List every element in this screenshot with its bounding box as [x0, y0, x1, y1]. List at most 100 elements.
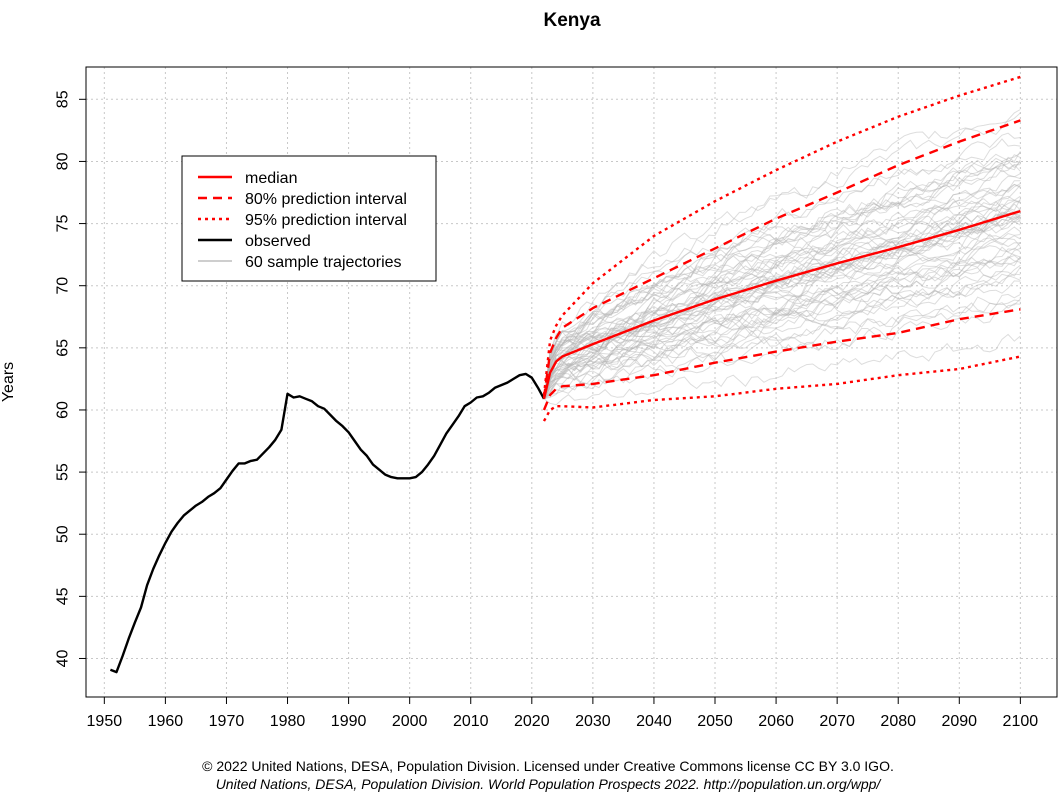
- x-tick-label: 2070: [819, 713, 855, 730]
- x-tick-label: 1960: [148, 713, 184, 730]
- x-tick-label: 1970: [209, 713, 245, 730]
- sample-trajectory: [543, 280, 1021, 400]
- legend-label: 80% prediction interval: [245, 191, 407, 208]
- y-tick-label: 60: [55, 401, 72, 419]
- sample-trajectory: [543, 200, 1021, 399]
- sample-trajectory: [543, 254, 1021, 399]
- series-95-prediction-interval-upper: [542, 75, 1021, 396]
- plot-frame: [85, 66, 1058, 698]
- x-tick-label: 2010: [453, 713, 489, 730]
- x-tick-label: 2030: [575, 713, 611, 730]
- credit-line-2: United Nations, DESA, Population Divisio…: [215, 776, 881, 792]
- x-tick-label: 2020: [514, 713, 550, 730]
- sample-trajectory: [543, 208, 1021, 399]
- sample-trajectory: [543, 237, 1021, 399]
- sample-trajectory: [543, 216, 1021, 399]
- series-95-prediction-interval-lower: [542, 355, 1021, 422]
- sample-trajectory: [543, 153, 1021, 399]
- sample-trajectory: [543, 112, 1021, 399]
- y-axis: 40 45 50 55 60 65 70 75 80 85: [55, 90, 86, 667]
- x-axis: 1950 1960 1970 1980 1990 2000 2010 2020 2030 2040…: [87, 697, 1039, 730]
- sample-trajectory: [543, 214, 1021, 399]
- sample-trajectory: [543, 183, 1021, 399]
- sample-trajectory: [543, 246, 1021, 399]
- x-tick-label: 2100: [1003, 713, 1039, 730]
- sample-trajectory: [543, 257, 1021, 400]
- sample-trajectory: [543, 132, 1021, 399]
- sample-trajectory: [543, 264, 1021, 400]
- sample-trajectory: [543, 164, 1021, 399]
- legend-label: observed: [245, 233, 311, 250]
- x-tick-label: 1950: [87, 713, 123, 730]
- y-tick-label: 65: [55, 339, 72, 357]
- y-tick-label: 40: [55, 649, 72, 667]
- series-observed: [109, 372, 546, 674]
- sample-trajectory: [543, 173, 1021, 399]
- sample-trajectory: [543, 255, 1021, 399]
- x-tick-label: 1980: [270, 713, 306, 730]
- sample-trajectory: [543, 214, 1021, 399]
- sample-trajectory: [543, 245, 1021, 399]
- sample-trajectory: [543, 162, 1021, 399]
- sample-trajectory: [543, 220, 1021, 399]
- sample-trajectory: [543, 168, 1021, 399]
- sample-trajectory: [543, 226, 1021, 399]
- sample-trajectory: [543, 298, 1021, 400]
- y-tick-label: 85: [55, 90, 72, 108]
- x-tick-label: 2040: [636, 713, 672, 730]
- x-tick-label: 2090: [941, 713, 977, 730]
- sample-trajectory: [543, 273, 1021, 400]
- y-tick-label: 45: [55, 587, 72, 605]
- sample-trajectory: [543, 333, 1021, 406]
- sample-trajectory: [543, 235, 1021, 399]
- legend-label: 95% prediction interval: [245, 212, 407, 229]
- sample-trajectory: [543, 240, 1021, 400]
- chart-title: Kenya: [543, 10, 600, 31]
- sample-trajectory: [543, 183, 1021, 399]
- sample-trajectory: [543, 216, 1021, 399]
- sample-trajectory: [543, 274, 1021, 400]
- sample-trajectory: [543, 247, 1021, 400]
- y-tick-label: 55: [55, 463, 72, 481]
- series-80-prediction-interval-upper: [542, 119, 1021, 398]
- sample-trajectories: [543, 109, 1021, 406]
- sample-trajectory: [543, 180, 1021, 399]
- sample-trajectory: [543, 184, 1021, 399]
- x-tick-label: 2050: [697, 713, 733, 730]
- series-median: [542, 209, 1021, 400]
- sample-trajectory: [543, 109, 1021, 399]
- series-80-prediction-interval-lower: [542, 308, 1021, 411]
- sample-trajectory: [543, 151, 1021, 399]
- y-tick-label: 75: [55, 215, 72, 233]
- sample-trajectory: [543, 241, 1021, 399]
- legend-label: 60 sample trajectories: [245, 254, 402, 271]
- sample-trajectory: [543, 160, 1021, 399]
- sample-trajectory: [543, 293, 1021, 400]
- sample-trajectory: [543, 212, 1021, 399]
- sample-trajectory: [543, 203, 1021, 399]
- x-tick-label: 1990: [331, 713, 367, 730]
- sample-trajectory: [543, 256, 1021, 399]
- sample-trajectory: [543, 296, 1021, 400]
- sample-trajectory: [543, 154, 1021, 399]
- sample-trajectory: [543, 152, 1021, 399]
- y-axis-label: Years: [0, 362, 17, 402]
- sample-trajectory: [543, 200, 1021, 399]
- legend: median 80% prediction interval 95% predict…: [181, 155, 437, 282]
- sample-trajectory: [543, 159, 1021, 399]
- sample-trajectory: [543, 183, 1021, 399]
- y-tick-label: 70: [55, 277, 72, 295]
- x-tick-label: 2080: [880, 713, 916, 730]
- x-tick-label: 2000: [392, 713, 428, 730]
- legend-label: median: [245, 170, 297, 187]
- x-tick-label: 2060: [758, 713, 794, 730]
- sample-trajectory: [543, 231, 1021, 399]
- sample-trajectory: [543, 213, 1021, 399]
- credit-line-1: © 2022 United Nations, DESA, Population …: [202, 758, 894, 774]
- sample-trajectory: [543, 266, 1021, 400]
- series-lines: [109, 75, 1021, 674]
- sample-trajectory: [543, 138, 1021, 399]
- y-tick-label: 50: [55, 525, 72, 543]
- y-tick-label: 80: [55, 152, 72, 170]
